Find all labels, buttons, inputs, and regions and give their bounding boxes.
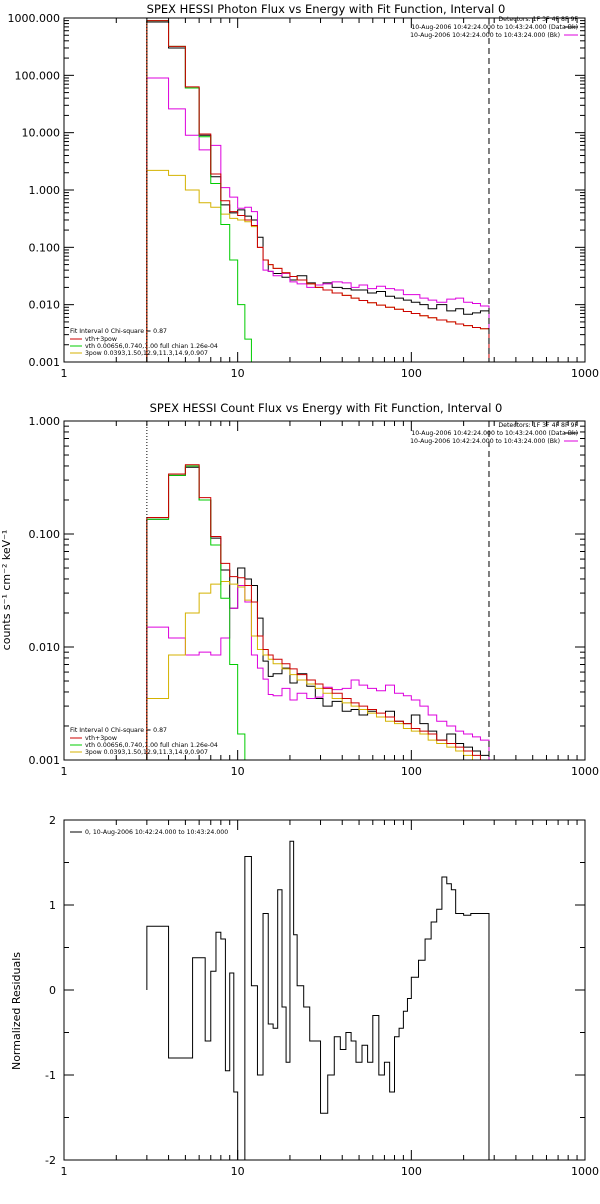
photon-flux-y-tick-label: 0.001 [29, 356, 61, 369]
residuals-y-tick-label: 2 [49, 814, 56, 827]
photon-flux-series-data-bk [146, 21, 490, 362]
residuals-x-tick-label: 1 [61, 1165, 68, 1178]
legend-label-vth-3pow: vth+3pow [85, 336, 117, 343]
count-flux-x-tick-label: 1000 [571, 765, 599, 778]
count-flux-y-tick-label: 1.000 [29, 415, 61, 428]
photon-flux-header: Detectors: 1F 3F 4F 8F 9F 10-Aug-2006 10… [410, 16, 578, 39]
count-flux-y-tick-label: 0.001 [29, 754, 61, 767]
count-flux-x-axis: 1 10 100 1000 [61, 421, 599, 778]
residuals-y-tick-label: 0 [49, 984, 56, 997]
residuals-x-tick-label: 100 [401, 1165, 422, 1178]
photon-flux-plot-frame [63, 17, 586, 363]
residuals-series-data [146, 840, 490, 1160]
residuals-plot-frame [63, 819, 586, 1161]
photon-flux-panel: SPEX HESSI Photon Flux vs Energy with Fi… [8, 2, 600, 380]
residuals-y-tick-label: -2 [45, 1154, 56, 1167]
residuals-x-axis: 1 10 100 1000 [61, 820, 599, 1178]
count-flux-title: SPEX HESSI Count Flux vs Energy with Fit… [150, 401, 503, 415]
count-flux-x-tick-label: 10 [231, 765, 245, 778]
count-flux-series-vth-3pow [146, 464, 490, 760]
count-flux-x-tick-label: 1 [61, 765, 68, 778]
residuals-series-group [146, 840, 490, 1160]
bk-interval-label-2: 10-Aug-2006 10:42:24.000 to 10:43:24.000… [410, 438, 560, 445]
fit-interval-label: Fit Interval 0 Chi-square = 0.87 [70, 328, 167, 335]
count-flux-x-tick-label: 100 [401, 765, 422, 778]
photon-flux-series-3pow [146, 169, 490, 362]
count-flux-y-tick-label: 0.010 [29, 641, 61, 654]
legend-label-vth: vth 0.00656,0.740,1.00 full chian 1.26e-… [85, 343, 218, 350]
count-flux-panel: SPEX HESSI Count Flux vs Energy with Fit… [0, 401, 599, 778]
residuals-panel: Normalized Residuals 0, 10-Aug-2006 10:4… [10, 814, 599, 1178]
count-flux-plot-frame [63, 420, 586, 761]
photon-flux-x-axis: 1 10 100 1000 [61, 18, 599, 380]
residuals-y-axis-label: Normalized Residuals [10, 952, 23, 1070]
photon-flux-title: SPEX HESSI Photon Flux vs Energy with Fi… [147, 2, 506, 16]
photon-flux-y-tick-label: 0.010 [29, 299, 61, 312]
count-flux-header: Detectors: 1F 3F 4F 8F 9F 10-Aug-2006 10… [410, 422, 578, 445]
photon-flux-y-tick-label: 0.100 [29, 241, 61, 254]
photon-flux-legend: Fit Interval 0 Chi-square = 0.87 vth+3po… [70, 328, 218, 357]
count-flux-series-bk [146, 585, 490, 760]
photon-flux-series-group [146, 20, 490, 362]
photon-flux-y-tick-label: 1.000 [29, 184, 61, 197]
fit-interval-label-2: Fit Interval 0 Chi-square = 0.87 [70, 727, 167, 734]
legend-label-vth-3pow-2: vth+3pow [85, 735, 117, 742]
residuals-x-tick-label: 10 [231, 1165, 245, 1178]
count-flux-legend: Fit Interval 0 Chi-square = 0.87 vth+3po… [70, 727, 218, 756]
photon-flux-x-tick-label: 1000 [571, 367, 599, 380]
photon-flux-y-tick-label: 1000.000 [8, 12, 61, 25]
count-flux-y-tick-label: 0.100 [29, 528, 61, 541]
photon-flux-series-bk [146, 77, 490, 362]
count-flux-y-axis-label: counts s⁻¹ cm⁻² keV⁻¹ [0, 530, 13, 651]
detectors-label: Detectors: 1F 3F 4F 8F 9F [498, 16, 578, 23]
photon-flux-y-tick-label: 10.000 [22, 127, 61, 140]
photon-flux-x-tick-label: 100 [401, 367, 422, 380]
residuals-x-tick-label: 1000 [571, 1165, 599, 1178]
photon-flux-x-tick-label: 10 [231, 367, 245, 380]
residuals-y-tick-label: -1 [45, 1069, 56, 1082]
count-flux-series-data-bk [146, 466, 490, 760]
count-flux-series-3pow [146, 580, 481, 760]
photon-flux-y-tick-label: 100.000 [15, 69, 61, 82]
residuals-y-axis: -2 -1 0 1 2 [45, 814, 585, 1167]
data-bk-interval-label: 10-Aug-2006 10:42:24.000 to 10:43:24.000… [411, 24, 578, 31]
photon-flux-series-vth [146, 20, 252, 362]
residuals-legend: 0, 10-Aug-2006 10:42:24.000 to 10:43:24.… [70, 829, 228, 836]
photon-flux-x-tick-label: 1 [61, 367, 68, 380]
count-flux-series-vth [146, 465, 246, 760]
residuals-y-tick-label: 1 [49, 899, 56, 912]
photon-flux-y-axis: 0.001 0.010 0.100 1.000 10.000 100.000 1000.00… [8, 12, 585, 369]
photon-flux-series-vth-3pow [146, 20, 490, 362]
residuals-legend-label: 0, 10-Aug-2006 10:42:24.000 to 10:43:24.… [85, 829, 228, 836]
data-bk-interval-label-2: 10-Aug-2006 10:42:24.000 to 10:43:24.000… [411, 430, 578, 437]
bk-interval-label: 10-Aug-2006 10:42:24.000 to 10:43:24.000… [410, 32, 560, 39]
legend-label-vth-2: vth 0.00656,0.740,1.00 full chian 1.26e-… [85, 742, 218, 749]
count-flux-y-axis: 0.001 0.010 0.100 1.000 [29, 415, 585, 767]
detectors-label-2: Detectors: 1F 3F 4F 8F 9F [498, 422, 578, 429]
count-flux-series-group [146, 464, 490, 760]
